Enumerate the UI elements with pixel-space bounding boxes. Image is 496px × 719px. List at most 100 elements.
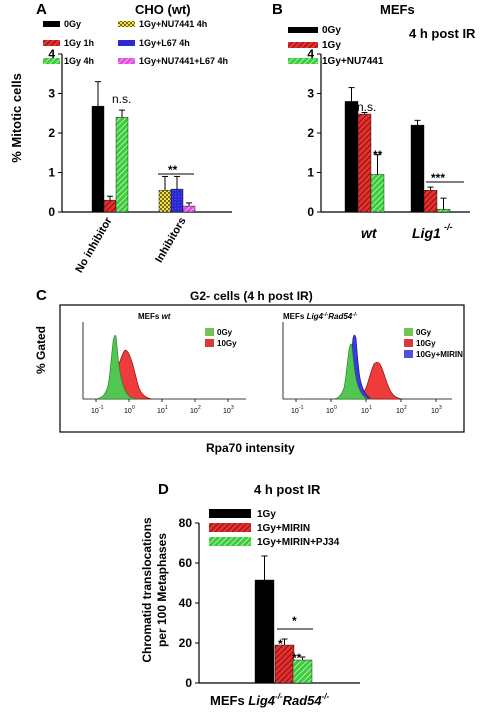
legend-label-1gy-1h: 1Gy 1h xyxy=(64,38,94,48)
bar xyxy=(436,209,451,213)
panel-b-title: MEFs xyxy=(380,2,415,17)
annotation-significance: * xyxy=(278,637,283,651)
legend-label-nu7441-l67: 1Gy+NU7441+L67 4h xyxy=(139,56,228,66)
histogram-wt-title: MEFs wt xyxy=(138,312,171,321)
legend-label-10gy: 10Gy xyxy=(416,339,436,348)
x-tick-label: 10 xyxy=(190,408,198,415)
panel-a-annotations: n.s. ** ** xyxy=(104,92,194,199)
panel-c-letter: C xyxy=(36,287,47,304)
x-tick-label: 10 xyxy=(124,408,132,415)
x-tick-exponent: 3 xyxy=(231,405,234,411)
legend-swatch-1gy-1h xyxy=(43,40,60,46)
legend-swatch-nu7441 xyxy=(118,21,135,27)
bar xyxy=(170,188,184,213)
x-tick-label: 10 xyxy=(157,408,165,415)
x-tick-label: No inhibitor xyxy=(73,215,115,275)
annotation-significance: *** xyxy=(431,171,445,185)
panel-b: B MEFs 4 h post IR 0 1 2 3 4 0Gy 1Gy 1Gy+NU7… xyxy=(272,1,476,241)
panel-a: A CHO (wt) % Mitotic cells 0 1 2 3 4 No inhib… xyxy=(9,1,232,275)
bar xyxy=(158,190,172,213)
panel-b-annotations: n.s. ** *** xyxy=(357,100,464,185)
legend-swatch-1gy-nu7441 xyxy=(288,58,318,64)
y-tick-label: 3 xyxy=(307,87,314,101)
legend-label-1gy: 1Gy xyxy=(257,509,276,520)
annotation-significance: ** xyxy=(104,185,114,199)
legend-swatch-1gy-4h xyxy=(43,58,60,64)
x-tick-label: 10 xyxy=(291,408,299,415)
y-tick-label: 4 xyxy=(307,47,314,61)
panel-c: C G2- cells (4 h post IR) % Gated Rpa70 … xyxy=(34,287,465,455)
panel-a-axes: 0 1 2 3 4 No inhibitor Inhibitors xyxy=(48,47,232,275)
panel-c-xlabel: Rpa70 intensity xyxy=(206,441,295,455)
annotation-significance: ** xyxy=(168,163,178,177)
y-tick-label: 60 xyxy=(179,556,193,570)
bar xyxy=(344,101,359,213)
legend-swatch-nu7441-l67 xyxy=(118,58,135,64)
annotation-ns: n.s. xyxy=(112,92,131,106)
annotation-ns: n.s. xyxy=(357,100,376,114)
x-tick-label: 10 xyxy=(396,408,404,415)
panel-b-subtitle: 4 h post IR xyxy=(409,26,476,41)
annotation-significance: ** xyxy=(373,148,383,162)
x-tick-label: 10 xyxy=(223,408,231,415)
panel-d-legend: 1Gy 1Gy+MIRIN 1Gy+MIRIN+PJ34 xyxy=(209,509,340,548)
panel-d: D 4 h post IR Chromatid translocations p… xyxy=(140,481,360,708)
x-tick-exponent: 1 xyxy=(165,405,168,411)
x-tick-exponent: 2 xyxy=(404,405,407,411)
x-tick-exponent: -1 xyxy=(99,405,104,411)
y-tick-label: 4 xyxy=(48,47,55,61)
y-tick-label: 40 xyxy=(179,596,193,610)
legend-swatch-10gy xyxy=(404,339,413,347)
legend-label-1gy-mirin-pj34: 1Gy+MIRIN+PJ34 xyxy=(257,537,340,548)
panel-d-axes: 0 20 40 60 80 xyxy=(179,516,360,690)
panel-a-title: CHO (wt) xyxy=(135,2,191,17)
panel-a-legend: 0Gy 1Gy 1h 1Gy 4h 1Gy+NU7441 4h 1Gy+L67 … xyxy=(43,19,228,66)
histogram-lig4-rad54-10gy xyxy=(349,361,405,400)
x-tick-exponent: -1 xyxy=(299,405,304,411)
y-tick-label: 0 xyxy=(185,676,192,690)
histogram-lig4-rad54: MEFs Lig4-/-Rad54-/- 10 -1 10 0 10 1 10 2 10 3 0G… xyxy=(282,312,463,415)
legend-swatch-0gy xyxy=(288,27,318,33)
panel-b-letter: B xyxy=(272,1,283,18)
histogram-wt: MEFs wt 10 -1 10 0 10 1 10 2 10 3 0Gy 10Gy xyxy=(82,312,246,415)
annotation-significance: * xyxy=(292,614,297,628)
x-tick-exponent: 0 xyxy=(334,405,337,411)
panel-d-ylabel-line1: Chromatid translocations xyxy=(140,517,154,663)
panel-d-bars xyxy=(254,555,313,684)
panel-b-legend: 0Gy 1Gy 1Gy+NU7441 xyxy=(288,25,384,67)
bar xyxy=(91,105,105,213)
panel-d-ylabel-line2: per 100 Metaphases xyxy=(155,533,169,647)
x-tick-label: Inhibitors xyxy=(153,216,188,265)
bar xyxy=(370,174,385,213)
x-tick-exponent: 2 xyxy=(198,405,201,411)
panel-b-bars xyxy=(344,87,451,213)
panel-b-axes: 0 1 2 3 4 xyxy=(307,47,470,219)
panel-a-letter: A xyxy=(36,1,47,18)
panel-d-annotations: * * ** xyxy=(277,614,313,665)
legend-label-0gy: 0Gy xyxy=(416,328,432,337)
legend-swatch-1gy xyxy=(209,509,251,518)
legend-label-0gy: 0Gy xyxy=(217,328,233,337)
histogram-lig4-rad54-0gy xyxy=(331,343,374,400)
histogram-wt-ticks: 10 -1 10 0 10 1 10 2 10 3 xyxy=(91,399,234,415)
panel-a-ylabel: % Mitotic cells xyxy=(9,73,24,163)
panel-d-xlabel: MEFs Lig4-/-Rad54-/- xyxy=(210,692,330,708)
y-tick-label: 80 xyxy=(179,516,193,530)
legend-swatch-1gy-mirin xyxy=(209,523,251,532)
legend-label-1gy-mirin: 1Gy+MIRIN xyxy=(257,523,310,534)
legend-swatch-10gy-mirin xyxy=(404,350,413,358)
legend-label-10gy: 10Gy xyxy=(217,339,237,348)
legend-swatch-1gy-mirin-pj34 xyxy=(209,537,251,546)
legend-label-1gy-nu7441: 1Gy+NU7441 xyxy=(322,56,384,67)
y-tick-label: 1 xyxy=(48,166,55,180)
legend-label-l67: 1Gy+L67 4h xyxy=(139,38,190,48)
panel-c-title: G2- cells (4 h post IR) xyxy=(190,289,313,303)
bar xyxy=(115,116,129,213)
histogram-lig4-rad54-ticks: 10 -1 10 0 10 1 10 2 10 3 xyxy=(291,399,442,415)
x-tick-label: 10 xyxy=(326,408,334,415)
annotation-significance: ** xyxy=(292,651,302,665)
x-tick-exponent: 1 xyxy=(369,405,372,411)
histogram-wt-0gy xyxy=(93,334,141,400)
panel-c-ylabel: % Gated xyxy=(34,326,48,374)
